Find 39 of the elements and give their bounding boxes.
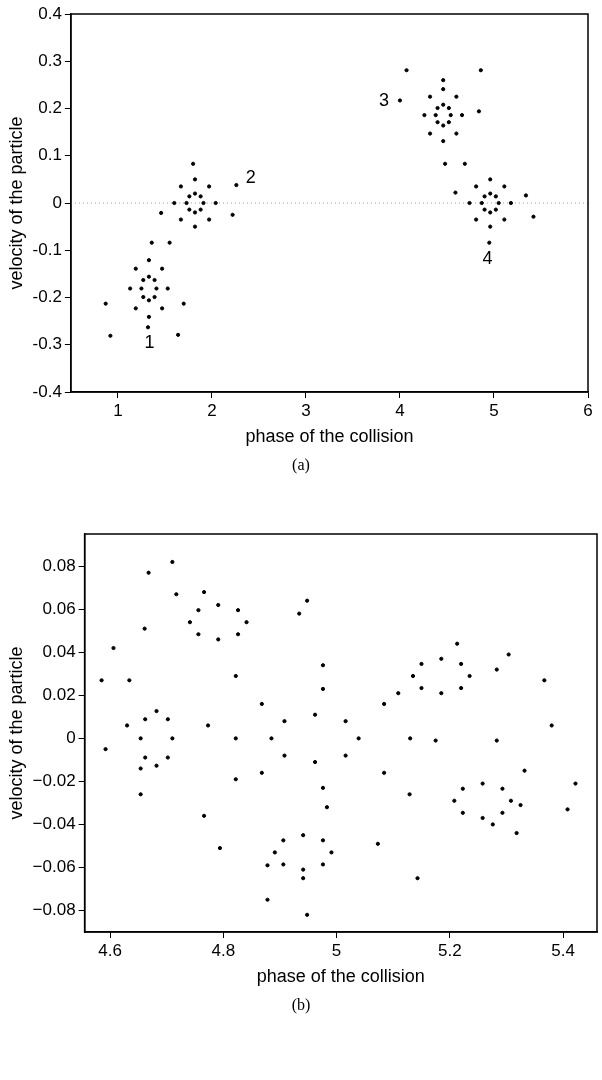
- y-tick-label: 0: [66, 728, 76, 748]
- text: (a): [291, 455, 311, 476]
- y-tick-label: 0.2: [38, 98, 62, 118]
- x-tick-label: 4: [395, 400, 405, 420]
- y-tick-label: −0.08: [32, 900, 76, 920]
- y-tick-label: 0.04: [42, 642, 76, 662]
- y-tick-label: -0.3: [32, 334, 62, 354]
- y-tick-label: −0.06: [32, 857, 76, 877]
- annotation: 2: [245, 166, 256, 187]
- x-axis-title: phase of the collision: [256, 966, 425, 987]
- y-tick-label: 0.3: [38, 50, 62, 70]
- x-tick-label: 5: [489, 400, 499, 420]
- y-tick-label: -0.4: [32, 381, 62, 401]
- x-tick-label: 5: [331, 940, 342, 960]
- y-tick-label: 0.08: [42, 555, 76, 575]
- x-tick-label: 1: [113, 400, 123, 420]
- y-tick-label: -0.2: [32, 287, 62, 307]
- y-tick-label: 0: [52, 192, 62, 212]
- y-tick-label: −0.04: [32, 814, 76, 834]
- x-tick-label: 5.2: [437, 940, 462, 960]
- x-tick-label: 5.4: [551, 940, 575, 960]
- y-axis-title: velocity of the particle: [5, 646, 26, 820]
- x-tick-label: 4.6: [98, 940, 122, 960]
- y-tick-label: 0.06: [42, 598, 76, 618]
- x-tick-label: 3: [301, 400, 311, 420]
- y-axis-title: velocity of the particle: [5, 116, 26, 290]
- x-tick-label: 4.8: [211, 940, 236, 960]
- text: (b): [290, 995, 312, 1016]
- y-tick-label: 0.1: [38, 145, 62, 165]
- annotation: 1: [144, 332, 155, 353]
- y-tick-label: −0.02: [32, 771, 76, 791]
- x-tick-label: 6: [583, 400, 593, 420]
- y-tick-label: -0.1: [32, 239, 62, 259]
- annotation: 4: [482, 247, 493, 268]
- x-axis-title: phase of the collision: [245, 426, 414, 447]
- y-tick-label: 0.4: [38, 3, 62, 23]
- annotation: 3: [378, 89, 389, 110]
- y-tick-label: 0.02: [42, 685, 76, 705]
- x-tick-label: 2: [207, 400, 217, 420]
